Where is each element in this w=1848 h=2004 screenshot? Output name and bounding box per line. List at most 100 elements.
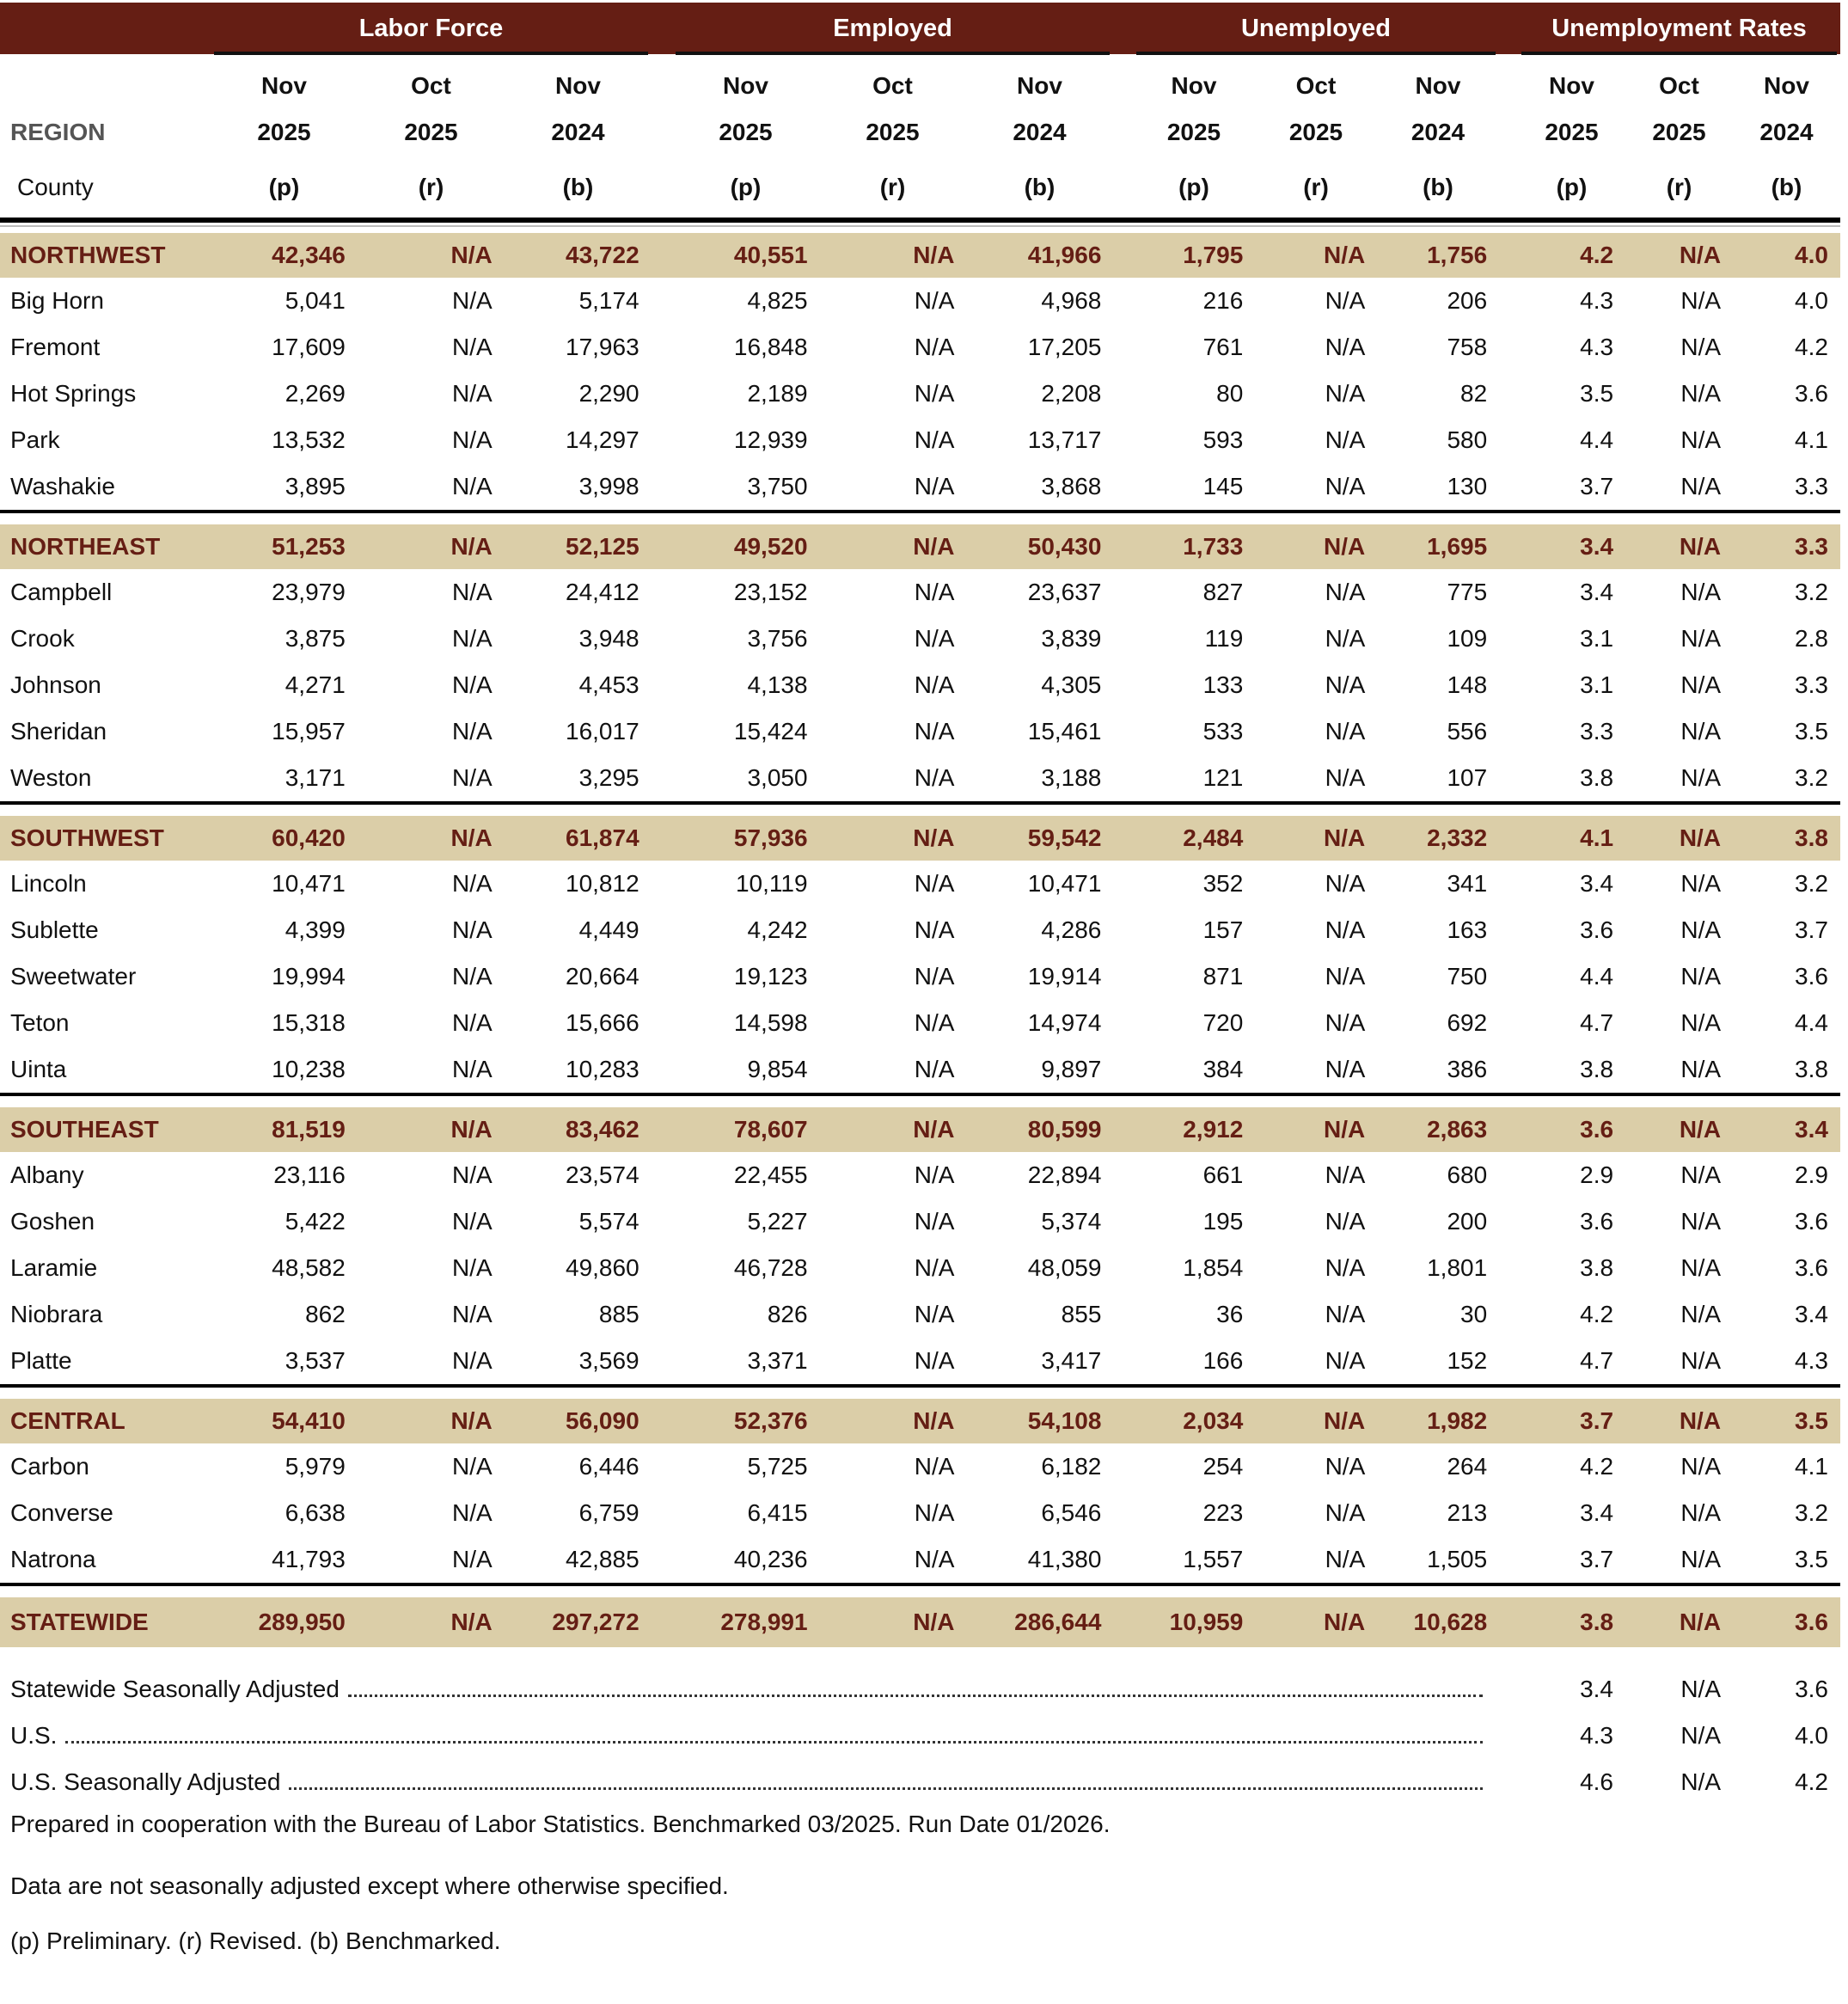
column-header-month: Nov <box>261 72 307 99</box>
value-cell: 12,939 <box>733 426 808 453</box>
county-name: Campbell <box>10 579 113 605</box>
value-cell: 52,376 <box>733 1407 808 1434</box>
column-header-year: 2025 <box>719 119 773 145</box>
header-bar <box>0 3 1840 54</box>
value-cell: N/A <box>452 625 493 652</box>
value-cell: 56,090 <box>566 1407 639 1434</box>
rate-value: 3.6 <box>1795 1676 1828 1702</box>
region-group: CENTRAL 54,410 N/A 56,090 52,376 N/A 54,108 2,0… <box>0 1399 1840 1586</box>
value-cell: 1,733 <box>1183 533 1244 560</box>
value-cell: N/A <box>1325 671 1366 698</box>
value-cell: N/A <box>452 963 493 990</box>
value-cell: N/A <box>914 579 955 605</box>
value-cell: N/A <box>1325 1546 1366 1572</box>
value-cell: 48,059 <box>1027 1254 1102 1281</box>
value-cell: 871 <box>1202 963 1244 990</box>
county-row: Natrona 41,793 N/A 42,885 40,236 N/A 41,380 1,5… <box>0 1536 1840 1583</box>
value-cell: 3.6 <box>1795 380 1828 407</box>
value-cell: 2,290 <box>578 380 639 407</box>
region-row: NORTHWEST 42,346 N/A 43,722 40,551 N/A 41,966 1… <box>0 233 1840 278</box>
county-row: Weston 3,171 N/A 3,295 3,050 N/A 3,188 121 N/A 10… <box>0 755 1840 801</box>
value-cell: 152 <box>1447 1347 1488 1374</box>
value-cell: 4.3 <box>1795 1347 1828 1374</box>
value-cell: 278,991 <box>720 1609 808 1635</box>
value-cell: 213 <box>1447 1499 1488 1526</box>
value-cell: 855 <box>1061 1301 1102 1327</box>
value-cell: 41,793 <box>272 1546 346 1572</box>
value-cell: 3.8 <box>1795 824 1828 851</box>
value-cell: N/A <box>914 1546 955 1572</box>
value-cell: 107 <box>1447 764 1488 791</box>
value-cell: N/A <box>452 473 493 499</box>
value-cell: 4,968 <box>1041 287 1102 314</box>
value-cell: N/A <box>1325 1009 1366 1036</box>
value-cell: 23,116 <box>273 1161 346 1188</box>
region-name: NORTHWEST <box>10 242 166 268</box>
value-cell: N/A <box>1324 824 1366 851</box>
value-cell: 16,017 <box>566 718 639 745</box>
value-cell: 17,205 <box>1027 334 1102 360</box>
value-cell: 5,422 <box>285 1208 346 1235</box>
county-row: Hot Springs 2,269 N/A 2,290 2,189 N/A 2,208 80 N… <box>0 371 1840 417</box>
value-cell: 4.4 <box>1795 1009 1828 1036</box>
value-cell: N/A <box>1680 579 1722 605</box>
value-cell: 15,666 <box>566 1009 639 1036</box>
value-cell: 264 <box>1447 1453 1488 1480</box>
value-cell: N/A <box>1680 334 1722 360</box>
county-row: Albany 23,116 N/A 23,574 22,455 N/A 22,894 661 N… <box>0 1152 1840 1198</box>
value-cell: 42,346 <box>272 242 346 268</box>
value-cell: 1,982 <box>1427 1407 1488 1434</box>
value-cell: N/A <box>914 671 955 698</box>
value-cell: 4,449 <box>578 916 639 943</box>
county-name: Big Horn <box>10 287 104 314</box>
rate-value: 4.2 <box>1795 1768 1828 1795</box>
value-cell: 36 <box>1216 1301 1244 1327</box>
value-cell: N/A <box>914 870 955 897</box>
value-cell: N/A <box>1680 1453 1722 1480</box>
value-cell: N/A <box>452 579 493 605</box>
value-cell: 3,875 <box>285 625 346 652</box>
value-cell: 52,125 <box>566 533 639 560</box>
value-cell: N/A <box>1325 1499 1366 1526</box>
value-cell: 6,415 <box>747 1499 808 1526</box>
value-cell: 19,123 <box>733 963 808 990</box>
column-header-year: 2025 <box>1545 119 1599 145</box>
value-cell: 10,471 <box>1027 870 1102 897</box>
value-cell: 40,551 <box>733 242 808 268</box>
county-name: Fremont <box>10 334 101 360</box>
value-cell: N/A <box>1680 1009 1722 1036</box>
value-cell: 297,272 <box>552 1609 639 1635</box>
value-cell: 3.2 <box>1795 579 1828 605</box>
value-cell: 3.5 <box>1795 1407 1828 1434</box>
group-underline <box>214 52 648 55</box>
value-cell: 10,283 <box>566 1056 639 1082</box>
rate-value: N/A <box>1680 1722 1721 1749</box>
value-cell: 5,725 <box>747 1453 808 1480</box>
value-cell: 206 <box>1447 287 1488 314</box>
county-name: Albany <box>10 1161 84 1188</box>
value-cell: N/A <box>1679 1407 1722 1434</box>
value-cell: 54,108 <box>1027 1407 1102 1434</box>
value-cell: 3.3 <box>1795 473 1828 499</box>
county-name: Sublette <box>10 916 99 943</box>
value-cell: 4,271 <box>285 671 346 698</box>
column-header-year: 2025 <box>404 119 458 145</box>
value-cell: 20,664 <box>566 963 639 990</box>
value-cell: 200 <box>1447 1208 1488 1235</box>
value-cell: N/A <box>450 1609 493 1635</box>
value-cell: 10,119 <box>735 870 808 897</box>
value-cell: 216 <box>1202 287 1244 314</box>
county-name: Park <box>10 426 60 453</box>
value-cell: 121 <box>1202 764 1244 791</box>
value-cell: 3.2 <box>1795 870 1828 897</box>
footer-label-wrap: U.S. Seasonally Adjusted <box>0 1768 1483 1796</box>
value-cell: 3,537 <box>285 1347 346 1374</box>
value-cell: 4.4 <box>1580 963 1614 990</box>
value-cell: N/A <box>452 764 493 791</box>
value-cell: 289,950 <box>258 1609 346 1635</box>
rates-footer: Statewide Seasonally Adjusted 3.4 N/A 3.6 U.… <box>0 1666 1840 1805</box>
value-cell: 6,638 <box>285 1499 346 1526</box>
value-cell: 3,188 <box>1041 764 1102 791</box>
rate-value: 4.0 <box>1795 1722 1828 1749</box>
group-header-labor-force: Labor Force <box>358 15 504 42</box>
